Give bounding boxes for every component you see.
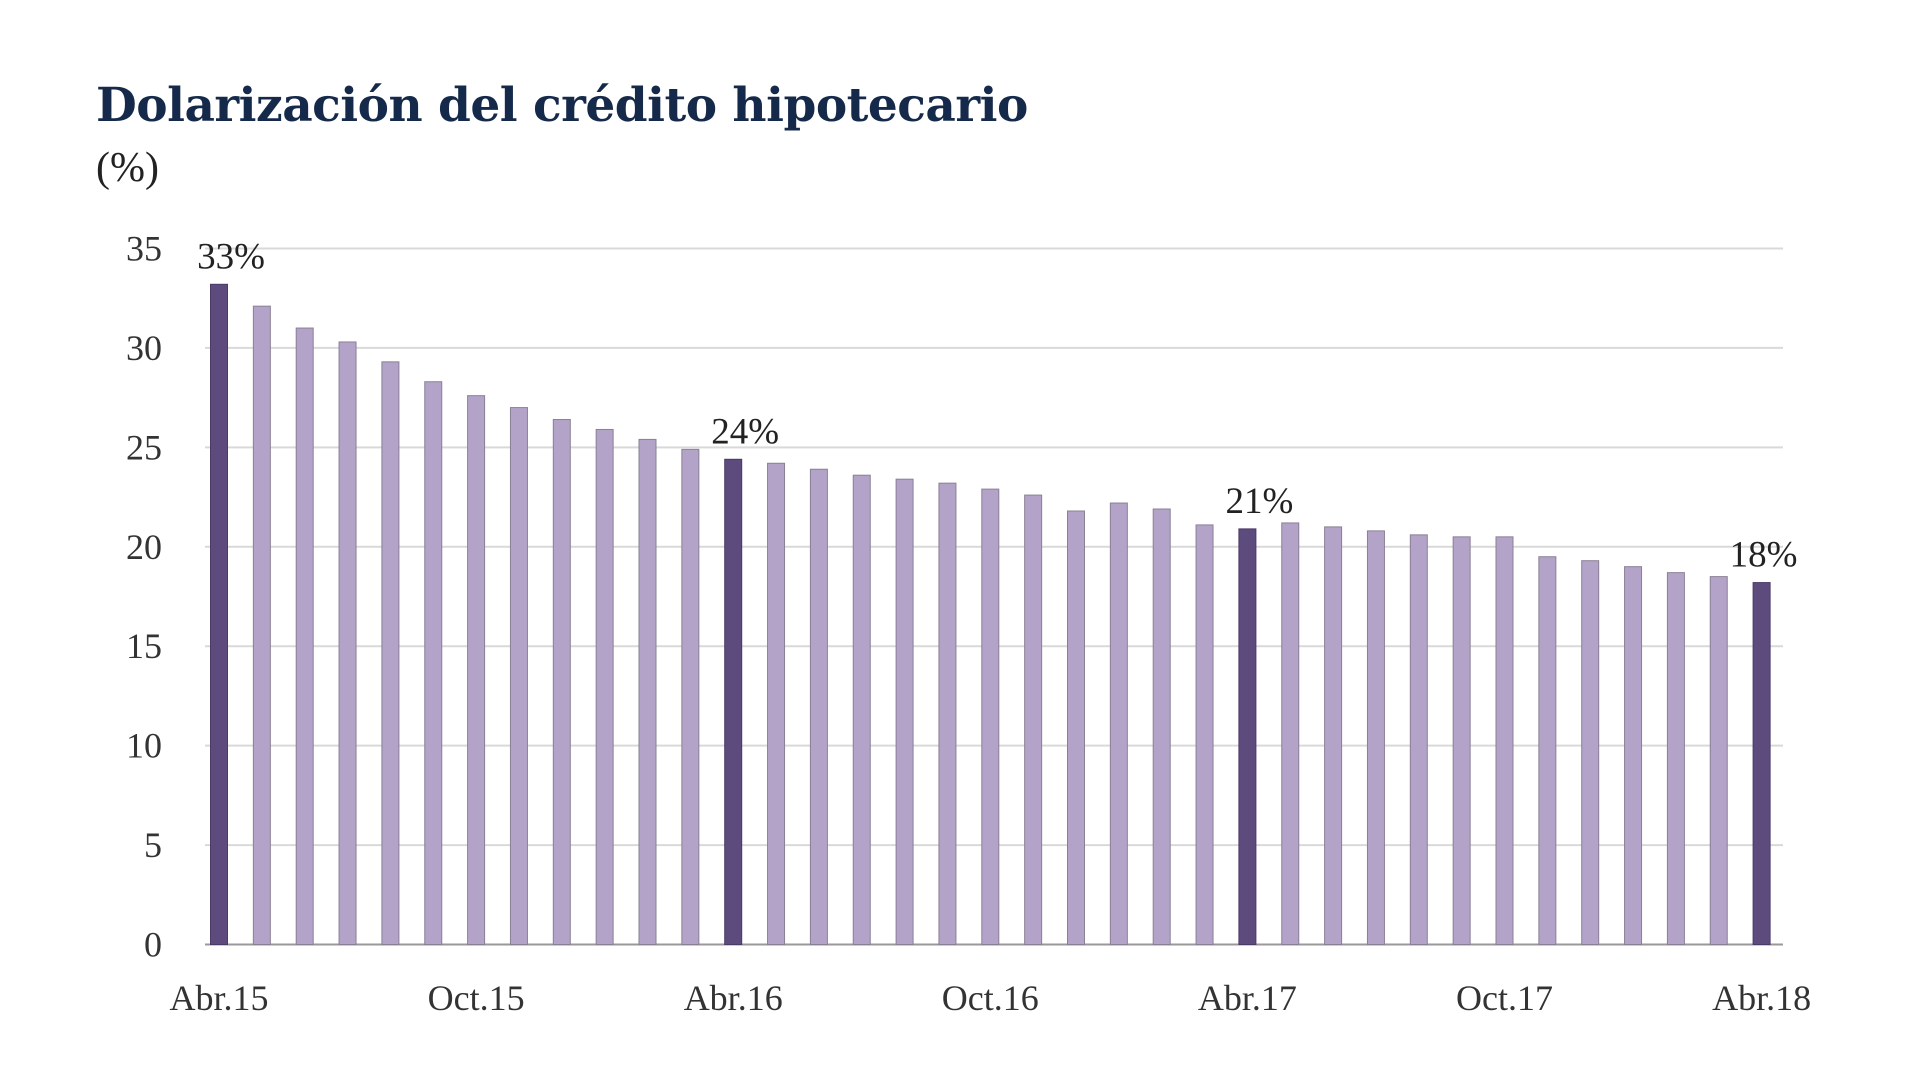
x-tick-label: Abr.15 bbox=[170, 978, 269, 1018]
y-tick-label: 0 bbox=[144, 925, 162, 965]
bar bbox=[1067, 510, 1085, 945]
bar bbox=[938, 482, 957, 945]
x-tick-label: Oct.16 bbox=[942, 978, 1039, 1018]
y-tick-label: 20 bbox=[126, 527, 162, 567]
data-label: 33% bbox=[197, 236, 265, 277]
bar bbox=[1581, 560, 1600, 945]
bar bbox=[1024, 494, 1043, 945]
bar bbox=[1152, 508, 1171, 945]
bar bbox=[595, 428, 614, 945]
bar bbox=[638, 438, 657, 945]
bar bbox=[1709, 576, 1728, 945]
bar bbox=[1409, 534, 1428, 946]
y-tick-label: 35 bbox=[126, 229, 162, 269]
bar bbox=[1281, 522, 1300, 945]
bar bbox=[1624, 566, 1643, 946]
bar bbox=[210, 283, 228, 945]
bar bbox=[1195, 524, 1214, 945]
bar bbox=[1109, 502, 1128, 945]
bar bbox=[1324, 526, 1343, 946]
bar bbox=[852, 474, 871, 945]
bar bbox=[1238, 528, 1257, 945]
bar bbox=[1495, 536, 1514, 945]
bar bbox=[1452, 536, 1471, 945]
bar bbox=[381, 361, 400, 945]
data-label: 24% bbox=[711, 411, 779, 452]
bar bbox=[981, 488, 1000, 945]
x-tick-label: Abr.17 bbox=[1198, 978, 1297, 1018]
bar bbox=[1666, 572, 1685, 945]
bar bbox=[1752, 582, 1771, 946]
x-tick-label: Abr.16 bbox=[684, 978, 783, 1018]
y-tick-label: 10 bbox=[126, 726, 162, 766]
chart-title: Dolarización del crédito hipotecario bbox=[96, 78, 1028, 133]
y-tick-label: 25 bbox=[126, 427, 162, 467]
bar bbox=[1538, 556, 1557, 945]
x-tick-label: Oct.17 bbox=[1456, 978, 1553, 1018]
x-tick-label: Abr.18 bbox=[1712, 978, 1811, 1018]
bar bbox=[424, 381, 443, 945]
bar bbox=[552, 419, 571, 945]
y-tick-label: 15 bbox=[126, 626, 162, 666]
bar bbox=[1366, 530, 1385, 945]
y-tick-label: 5 bbox=[144, 825, 162, 865]
y-tick-label: 30 bbox=[126, 328, 162, 368]
bar bbox=[895, 478, 914, 945]
chart-unit-label: (%) bbox=[96, 145, 159, 191]
bar bbox=[809, 468, 828, 945]
x-tick-label: Oct.15 bbox=[428, 978, 525, 1018]
bar bbox=[767, 462, 786, 945]
bar bbox=[681, 448, 700, 945]
bar bbox=[338, 341, 357, 946]
bar bbox=[467, 395, 486, 945]
bar bbox=[724, 458, 743, 945]
data-label: 18% bbox=[1730, 535, 1798, 576]
bar bbox=[295, 327, 314, 945]
bar bbox=[509, 407, 528, 946]
data-label: 21% bbox=[1225, 481, 1293, 522]
bar bbox=[252, 305, 271, 945]
